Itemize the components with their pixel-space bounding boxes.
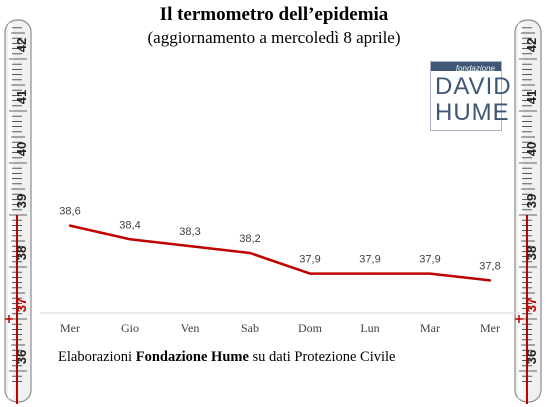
thermometer-label: 36 xyxy=(524,350,539,364)
thermometer-label: 40 xyxy=(14,142,29,156)
data-point xyxy=(128,238,132,241)
data-label: 38,2 xyxy=(239,233,260,245)
thermometer-label: 39 xyxy=(524,194,539,208)
logo-band xyxy=(431,62,501,71)
data-point xyxy=(488,279,492,282)
logo-small-text: fondazione xyxy=(455,64,495,73)
thermometer-left: 42 41 40 39 38 37 36 xyxy=(4,19,32,404)
data-label: 37,8 xyxy=(479,260,500,272)
source-note-bold: Fondazione Hume xyxy=(135,349,249,365)
thermometer-label: 40 xyxy=(524,142,539,156)
data-point xyxy=(308,272,312,275)
data-point xyxy=(248,251,252,255)
source-note: Elaborazioni Fondazione Hume su dati Pro… xyxy=(58,349,396,366)
thermometer-label: 37 xyxy=(524,298,539,312)
data-label: 37,9 xyxy=(419,254,440,266)
thermometer-label: 42 xyxy=(14,38,29,52)
source-note-post: su dati Protezione Civile xyxy=(248,349,396,365)
thermometer-label: 42 xyxy=(524,38,539,52)
fondazione-hume-logo: fondazione DAVID HUME xyxy=(430,61,511,131)
x-tick-label: Mar xyxy=(420,321,440,335)
thermometer-right: 42 41 40 39 38 37 36 xyxy=(514,19,542,404)
thermometer-label: 37 xyxy=(14,298,29,312)
x-tick-label: Ven xyxy=(181,321,200,335)
data-label: 38,3 xyxy=(179,226,200,238)
data-point xyxy=(428,272,432,275)
x-tick-label: Sab xyxy=(241,321,259,335)
thermometer-gloss xyxy=(8,23,13,399)
logo-line-1: DAVID xyxy=(435,73,512,100)
series-line xyxy=(69,224,491,282)
data-label: 38,6 xyxy=(59,206,80,218)
data-label: 37,9 xyxy=(299,254,320,266)
data-point xyxy=(188,244,192,248)
data-label: 38,4 xyxy=(119,219,140,231)
thermometer-label: 38 xyxy=(524,246,539,260)
logo-line-2: HUME xyxy=(435,99,510,126)
thermometer-gloss xyxy=(518,23,523,399)
data-label: 37,9 xyxy=(359,254,380,266)
thermometer-label: 41 xyxy=(14,90,29,104)
chart-subtitle: (aggiornamento a mercoledì 8 aprile) xyxy=(147,28,401,47)
thermometer-label: 41 xyxy=(524,90,539,104)
x-tick-label: Mer xyxy=(60,321,80,335)
x-tick-label: Mer xyxy=(480,321,500,335)
source-note-pre: Elaborazioni xyxy=(58,349,136,365)
thermometer-label: 38 xyxy=(14,246,29,260)
chart-title: Il termometro dell’epidemia xyxy=(159,4,389,25)
x-tick-label: Dom xyxy=(298,321,323,335)
data-point xyxy=(68,224,72,227)
thermometer-label: 36 xyxy=(14,350,29,364)
x-tick-label: Gio xyxy=(121,321,139,335)
thermometer-label: 39 xyxy=(14,194,29,208)
x-tick-label: Lun xyxy=(360,321,379,335)
data-point xyxy=(368,272,372,275)
